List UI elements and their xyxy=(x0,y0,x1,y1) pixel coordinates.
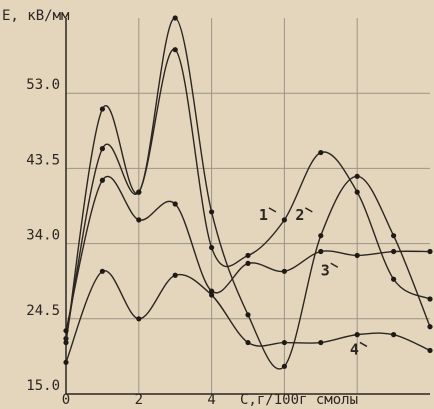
axes xyxy=(65,18,430,395)
data-point xyxy=(136,189,142,195)
data-point xyxy=(209,244,215,251)
series-label: 4 xyxy=(350,340,359,358)
y-tick-label: 34.0 xyxy=(26,228,60,244)
data-point xyxy=(245,260,251,266)
data-point xyxy=(354,332,360,338)
y-tick-label: 15.0 xyxy=(26,378,60,394)
data-point xyxy=(63,328,69,334)
data-point xyxy=(209,288,215,294)
data-point xyxy=(391,248,397,255)
y-tick-label: 43.5 xyxy=(26,152,60,168)
data-point xyxy=(136,316,142,322)
x-tick-label: 0 xyxy=(62,392,70,408)
data-point xyxy=(99,177,105,183)
data-point xyxy=(281,363,287,369)
data-point xyxy=(318,233,324,239)
data-point xyxy=(281,217,287,223)
y-tick-label: 53.0 xyxy=(26,77,60,93)
series-label-tick xyxy=(268,207,277,213)
data-point xyxy=(354,173,360,179)
series-line-1 xyxy=(65,48,431,339)
series-label: 1 xyxy=(259,206,268,224)
data-point xyxy=(63,339,69,346)
series-label: 2 xyxy=(295,206,304,224)
data-point xyxy=(172,201,178,207)
data-point xyxy=(63,359,69,365)
data-point xyxy=(172,272,178,278)
x-axis-title: C,г/100г смолы xyxy=(240,392,358,408)
data-point xyxy=(99,106,105,112)
data-point xyxy=(209,209,215,215)
data-point xyxy=(172,47,178,53)
data-point xyxy=(391,332,397,338)
data-point xyxy=(245,339,251,346)
x-tick-label: 2 xyxy=(135,392,143,408)
data-point xyxy=(427,347,433,354)
series-label-tick xyxy=(304,207,313,213)
y-tick-label: 24.5 xyxy=(26,303,60,319)
data-point xyxy=(354,252,360,259)
data-point xyxy=(318,149,324,156)
data-point xyxy=(99,268,105,274)
data-point xyxy=(99,146,105,152)
data-point xyxy=(427,248,433,255)
data-point xyxy=(391,233,397,239)
series-1 xyxy=(63,47,433,342)
data-point xyxy=(391,276,397,282)
x-tick-label: 4 xyxy=(207,392,215,408)
data-point xyxy=(172,15,178,21)
series-label-tick xyxy=(330,262,339,268)
series-label: 3 xyxy=(321,261,330,279)
data-point xyxy=(136,217,142,223)
series-3 xyxy=(63,176,433,334)
series-line-3 xyxy=(65,176,431,331)
data-point xyxy=(427,296,433,302)
data-point xyxy=(281,339,287,346)
data-point xyxy=(427,324,433,330)
y-axis-title: E, кВ/мм xyxy=(2,8,70,24)
grid xyxy=(66,18,430,394)
data-point xyxy=(354,189,360,195)
data-point xyxy=(209,292,215,298)
data-point xyxy=(281,268,287,274)
labels: E, кВ/мм C,г/100г смолы 15.0 24.5 34.0 43.5… xyxy=(2,8,368,408)
series-group xyxy=(63,15,433,370)
data-point xyxy=(245,252,251,259)
series-label-tick xyxy=(359,341,368,348)
data-point xyxy=(245,312,251,318)
data-point xyxy=(318,248,324,255)
data-point xyxy=(318,339,324,346)
series-line-4 xyxy=(65,270,431,363)
series-2 xyxy=(63,15,433,370)
series-4 xyxy=(63,268,433,365)
